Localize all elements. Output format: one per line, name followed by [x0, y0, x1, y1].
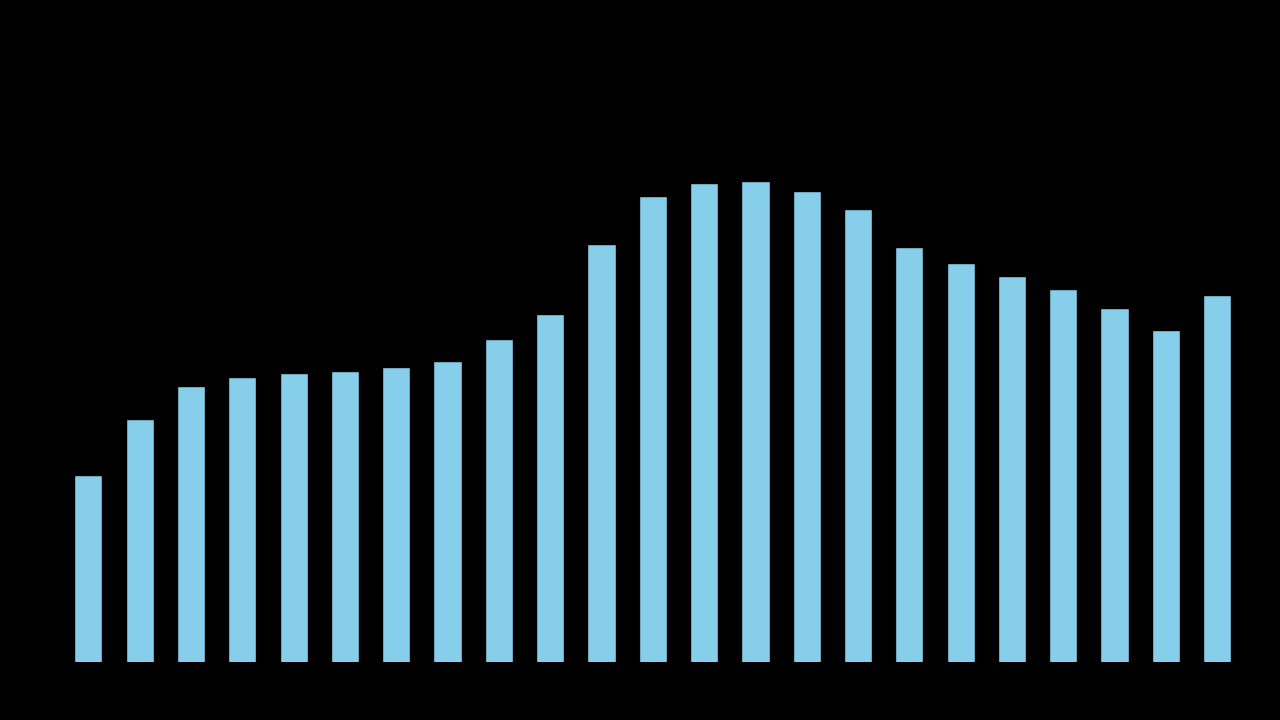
Bar: [279, 374, 307, 720]
Bar: [228, 377, 256, 720]
Bar: [125, 419, 154, 720]
Bar: [639, 196, 667, 720]
Bar: [434, 361, 462, 720]
Bar: [844, 209, 872, 720]
Bar: [998, 276, 1027, 720]
Bar: [536, 314, 564, 720]
Bar: [588, 244, 616, 720]
Bar: [1101, 307, 1129, 720]
Bar: [485, 339, 513, 720]
Bar: [946, 264, 975, 720]
Bar: [383, 367, 411, 720]
Bar: [741, 181, 769, 720]
Bar: [74, 475, 102, 720]
Bar: [1203, 295, 1231, 720]
Bar: [177, 386, 205, 720]
Bar: [690, 184, 718, 720]
Bar: [1050, 289, 1078, 720]
Bar: [895, 247, 923, 720]
Bar: [792, 191, 820, 720]
Bar: [1152, 330, 1180, 720]
Bar: [330, 371, 360, 720]
